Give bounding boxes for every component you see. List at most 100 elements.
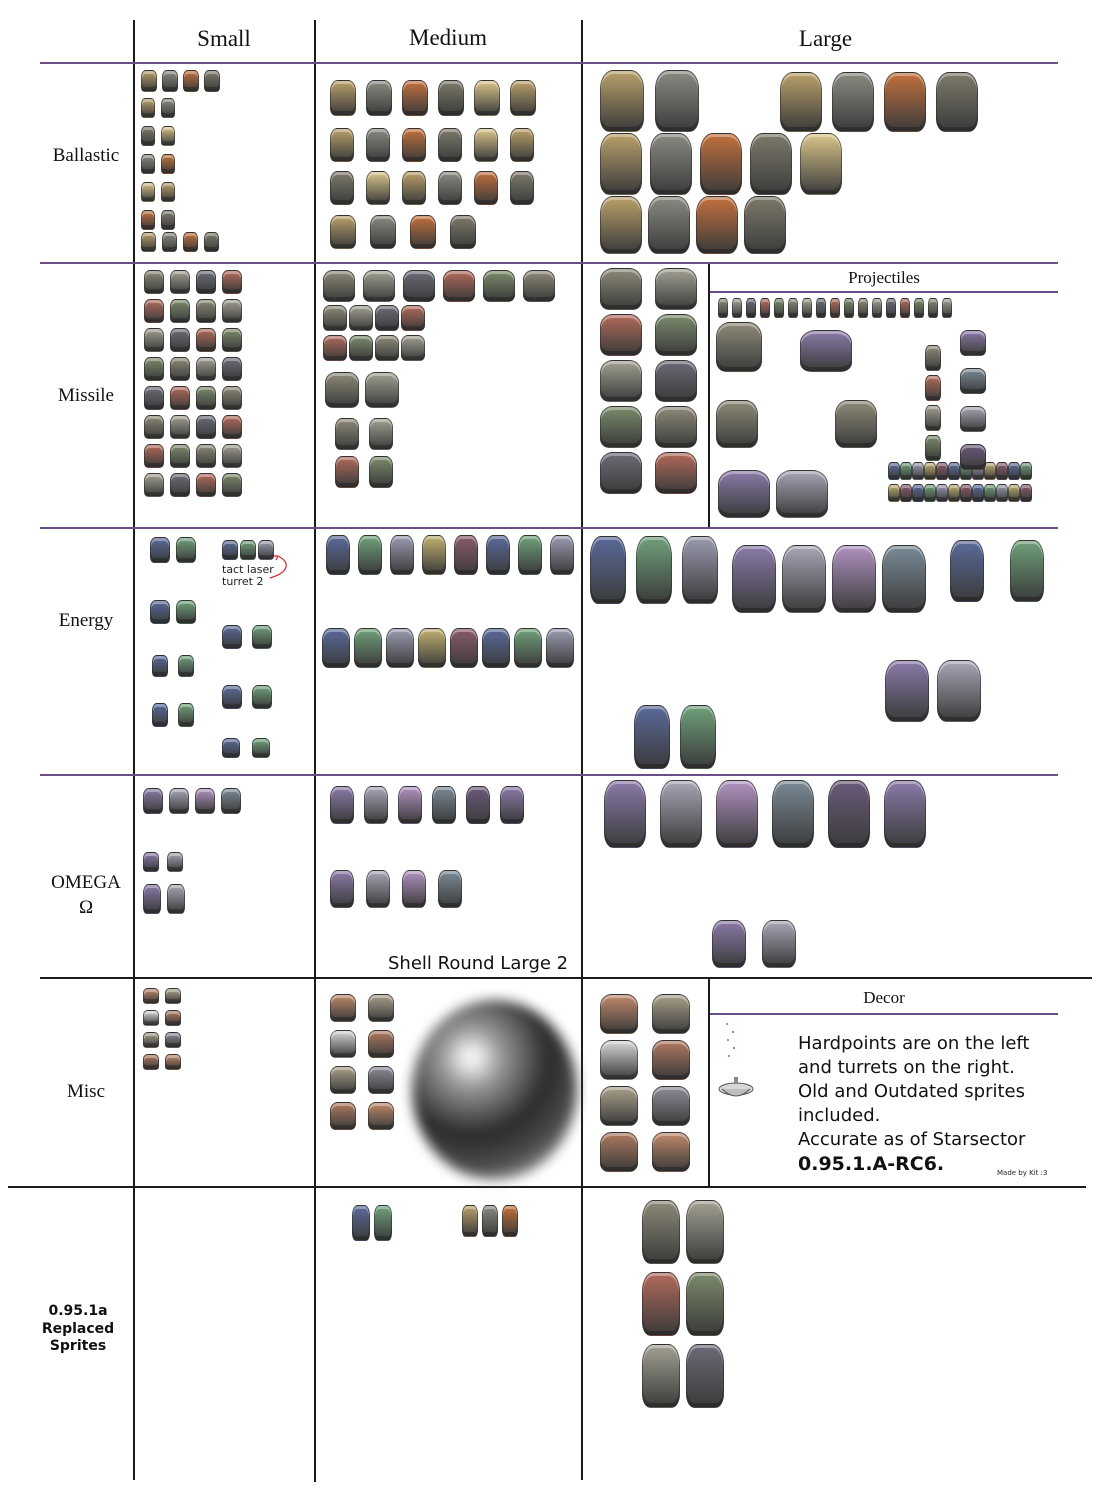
ballistic-small-sprite-icon [141, 154, 155, 174]
energy-large-sprite-icon [1010, 540, 1044, 602]
missile-small-sprite-icon [222, 270, 242, 294]
energy-small-sprite-icon [258, 540, 274, 560]
projectile-sprite-icon [888, 484, 900, 502]
energy-medium-sprite-icon [418, 628, 446, 668]
missile-medium-sprite-icon [335, 418, 359, 450]
ballistic-medium-sprite-icon [402, 80, 428, 116]
projectile-sprite-icon [718, 470, 770, 518]
omega-large-sprite-icon [604, 780, 646, 848]
projectile-sprite-icon [888, 462, 900, 480]
note-line-3: Old and Outdated sprites [798, 1081, 1025, 1102]
missile-small-sprite-icon [196, 444, 216, 468]
projectile-sprite-icon [936, 462, 948, 480]
omega-small-sprite-icon [143, 852, 159, 872]
ballistic-medium-sprite-icon [330, 128, 354, 162]
ballistic-medium-sprite-icon [474, 128, 498, 162]
ballistic-small-sprite-icon [183, 70, 199, 92]
projectile-sprite-icon [960, 484, 972, 502]
note-line-4: included. [798, 1105, 881, 1126]
energy-large-sprite-icon [636, 536, 672, 604]
missile-small-sprite-icon [144, 386, 164, 410]
misc-small-sprite-icon [165, 1010, 181, 1026]
energy-medium-sprite-icon [386, 628, 414, 668]
missile-small-sprite-icon [170, 473, 190, 497]
decor-bowl-icon [718, 1077, 754, 1097]
energy-medium-sprite-icon [482, 628, 510, 668]
omega-large-sprite-icon [828, 780, 870, 848]
missile-medium-sprite-icon [335, 456, 359, 488]
energy-large-sprite-icon [832, 545, 876, 613]
ballistic-small-sprite-icon [162, 232, 177, 252]
ballistic-medium-sprite-icon [410, 215, 436, 249]
ballistic-medium-sprite-icon [450, 215, 476, 249]
misc-medium-sprite-icon [330, 994, 356, 1022]
energy-small-sprite-icon [152, 703, 168, 727]
energy-medium-sprite-icon [450, 628, 478, 668]
energy-large-sprite-icon [882, 545, 926, 613]
energy-large-sprite-icon [634, 705, 670, 769]
note-line-2: and turrets on the right. [798, 1057, 1015, 1078]
ballistic-medium-sprite-icon [330, 215, 356, 249]
missile-small-sprite-icon [222, 386, 242, 410]
ballistic-large-sprite-icon [600, 70, 644, 132]
ballistic-large-sprite-icon [750, 133, 792, 195]
ballistic-small-sprite-icon [141, 232, 156, 252]
ballistic-large-sprite-icon [648, 196, 690, 254]
row-label-misc: Misc [67, 1081, 105, 1102]
omega-small-sprite-icon [221, 788, 241, 814]
omega-small-sprite-icon [143, 884, 161, 914]
omega-medium-sprite-icon [364, 786, 388, 824]
energy-small-sprite-icon [176, 600, 196, 624]
shell-round-sprite [412, 1000, 577, 1180]
omega-small-sprite-icon [167, 884, 185, 914]
energy-large-sprite-icon [885, 660, 929, 722]
missile-small-sprite-icon [196, 299, 216, 323]
missile-large-sprite-icon [600, 360, 642, 402]
missile-small-sprite-icon [144, 328, 164, 352]
energy-medium-sprite-icon [326, 535, 350, 575]
misc-medium-sprite-icon [330, 1066, 356, 1094]
energy-small-sprite-icon [150, 600, 170, 624]
omega-small-sprite-icon [167, 852, 183, 872]
ballistic-large-sprite-icon [600, 133, 642, 195]
projectile-sprite-icon [900, 484, 912, 502]
omega-large-sprite-icon [772, 780, 814, 848]
misc-large-sprite-icon [600, 1040, 638, 1080]
missile-medium-sprite-icon [323, 305, 347, 331]
energy-large-sprite-icon [782, 545, 826, 613]
energy-small-sprite-icon [150, 537, 170, 563]
projectile-sprite-icon [948, 462, 960, 480]
missile-small-sprite-icon [144, 357, 164, 381]
row-divider-header [40, 62, 1058, 64]
missile-small-sprite-icon [196, 473, 216, 497]
projectile-sprite-icon [900, 462, 912, 480]
missile-medium-sprite-icon [363, 270, 395, 302]
energy-small-sprite-icon [176, 537, 196, 563]
decor-divider [708, 979, 710, 1188]
projectile-sprite-icon [948, 484, 960, 502]
missile-large-sprite-icon [655, 406, 697, 448]
ballistic-large-sprite-icon [744, 196, 786, 254]
omega-medium-sprite-icon [366, 870, 390, 908]
missile-small-sprite-icon [144, 299, 164, 323]
omega-medium-sprite-icon [330, 786, 354, 824]
ballistic-small-sprite-icon [204, 232, 219, 252]
omega-large-sprite-icon [712, 920, 746, 968]
ballistic-medium-sprite-icon [366, 80, 392, 116]
note-line-5: Accurate as of Starsector [798, 1129, 1026, 1150]
missile-medium-sprite-icon [349, 305, 373, 331]
projectile-sprite-icon [936, 484, 948, 502]
missile-small-sprite-icon [222, 299, 242, 323]
projectile-sprite-icon [816, 298, 826, 318]
missile-small-sprite-icon [222, 328, 242, 352]
energy-medium-sprite-icon [454, 535, 478, 575]
missile-small-sprite-icon [170, 444, 190, 468]
missile-medium-sprite-icon [349, 335, 373, 361]
ballistic-medium-sprite-icon [370, 215, 396, 249]
missile-small-sprite-icon [196, 357, 216, 381]
ballistic-small-sprite-icon [141, 98, 155, 118]
missile-small-sprite-icon [170, 328, 190, 352]
col-divider-3 [581, 20, 583, 1480]
missile-small-sprite-icon [196, 386, 216, 410]
ballistic-small-sprite-icon [161, 98, 175, 118]
